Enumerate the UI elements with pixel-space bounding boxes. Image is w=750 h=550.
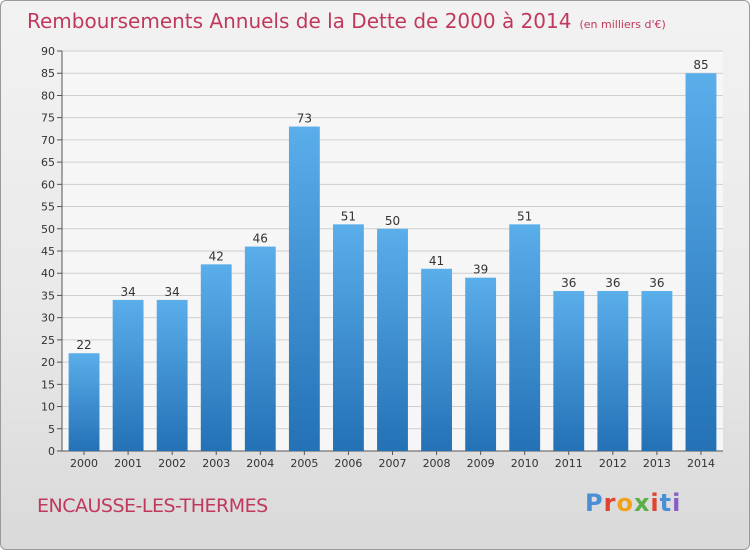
bar-2004 (244, 246, 276, 451)
data-label: 39 (473, 263, 488, 277)
x-tick-label: 2014 (687, 457, 715, 470)
logo-letter: i (672, 489, 682, 517)
y-tick-label: 30 (41, 312, 55, 325)
data-label: 50 (385, 214, 400, 228)
x-tick-label: 2005 (290, 457, 318, 470)
data-label: 85 (693, 58, 708, 72)
bar-2013 (641, 291, 673, 451)
data-label: 22 (76, 338, 91, 352)
bar-2007 (377, 228, 408, 451)
y-tick-label: 40 (41, 267, 55, 280)
y-tick-label: 0 (48, 445, 55, 458)
y-tick-label: 45 (41, 245, 55, 258)
y-tick-label: 85 (41, 67, 55, 80)
x-tick-label: 2008 (423, 457, 451, 470)
chart-subtitle: (en milliers d'€) (579, 18, 666, 31)
y-tick-label: 25 (41, 334, 55, 347)
x-tick-label: 2010 (511, 457, 539, 470)
y-tick-label: 75 (41, 112, 55, 125)
bar-2012 (597, 291, 629, 451)
data-label: 42 (209, 249, 224, 263)
y-tick-label: 55 (41, 201, 55, 214)
data-label: 73 (297, 112, 312, 126)
bar-2014 (685, 73, 717, 451)
x-tick-label: 2007 (379, 457, 407, 470)
x-tick-label: 2002 (158, 457, 186, 470)
bar-2003 (200, 264, 232, 451)
chart-title: Remboursements Annuels de la Dette de 20… (27, 9, 666, 33)
data-label: 51 (517, 209, 532, 223)
y-tick-label: 65 (41, 156, 55, 169)
data-label: 34 (165, 285, 180, 299)
data-label: 51 (341, 209, 356, 223)
x-tick-label: 2013 (643, 457, 671, 470)
logo-letter: i (650, 489, 660, 517)
data-label: 41 (429, 254, 444, 268)
logo-letter: t (659, 489, 673, 517)
data-label: 36 (605, 276, 620, 290)
chart-title-text: Remboursements Annuels de la Dette de 20… (27, 9, 572, 33)
bar-2000 (68, 353, 100, 451)
x-tick-label: 2001 (114, 457, 142, 470)
y-tick-label: 15 (41, 378, 55, 391)
data-label: 46 (253, 232, 268, 246)
bar-2001 (112, 299, 144, 451)
x-tick-label: 2012 (599, 457, 627, 470)
bar-2008 (421, 268, 452, 451)
y-tick-label: 35 (41, 289, 55, 302)
x-tick-label: 2000 (70, 457, 98, 470)
y-tick-label: 10 (41, 401, 55, 414)
data-label: 36 (649, 276, 664, 290)
logo-letter: r (603, 489, 617, 517)
y-tick-label: 80 (41, 89, 55, 102)
x-tick-label: 2006 (334, 457, 362, 470)
bar-2002 (156, 299, 188, 451)
y-tick-label: 5 (48, 423, 55, 436)
bar-2010 (509, 224, 541, 451)
bar-2005 (288, 126, 320, 452)
x-tick-label: 2011 (555, 457, 583, 470)
x-tick-label: 2004 (246, 457, 274, 470)
data-label: 36 (561, 276, 576, 290)
data-label: 34 (120, 285, 135, 299)
logo-letter: x (633, 489, 651, 517)
y-tick-label: 90 (41, 45, 55, 58)
x-tick-label: 2003 (202, 457, 230, 470)
x-tick-label: 2009 (467, 457, 495, 470)
bar-2006 (333, 224, 364, 451)
commune-name: ENCAUSSE-LES-THERMES (37, 495, 268, 517)
y-tick-label: 60 (41, 178, 55, 191)
bar-2011 (553, 291, 585, 451)
y-tick-label: 20 (41, 356, 55, 369)
proxiti-logo: Proxiti (585, 489, 681, 517)
logo-letter: o (616, 489, 634, 517)
y-tick-label: 70 (41, 134, 55, 147)
y-tick-label: 50 (41, 223, 55, 236)
bar-2009 (465, 277, 497, 451)
logo-letter: P (585, 489, 604, 517)
